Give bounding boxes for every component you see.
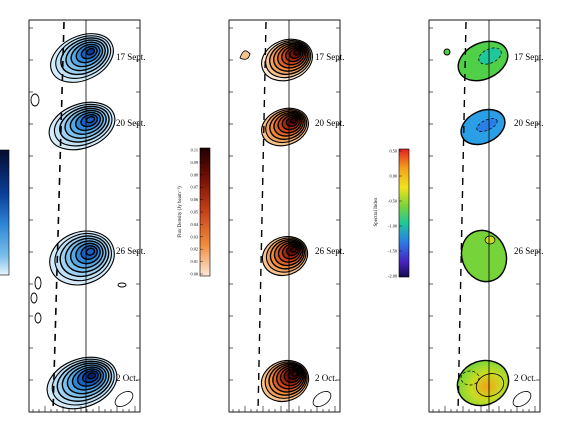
epoch-label: 20 Sept. <box>315 118 345 128</box>
panel-blue-contours: 17 Sept. 20 Sept. 26 Sept. 2 Oct. <box>28 19 146 413</box>
panel-frame <box>428 19 541 413</box>
source-contour <box>85 116 96 124</box>
noise-contour <box>34 312 42 324</box>
colorbar-spectral: 0.50 0.00 -0.50 -1.00 -1.50 -2.00 Spectral In… <box>374 149 410 279</box>
colorbar-tick-label: 0.11 <box>191 148 198 153</box>
source-contour <box>85 47 96 56</box>
panel-frame <box>28 19 141 413</box>
colorbar-tick-label: 0.00 <box>190 272 198 277</box>
spectral-region <box>443 48 451 56</box>
source-contour <box>289 246 297 253</box>
epoch-label: 17 Sept. <box>315 52 345 62</box>
colorbar-tick-label: 0.09 <box>190 160 198 165</box>
epoch-label: 2 Oct. <box>315 373 337 383</box>
noise-contour <box>117 282 127 288</box>
colorbar-tick-label: 0.04 <box>190 222 198 227</box>
spectral-region <box>456 359 510 407</box>
source-contour <box>85 247 96 256</box>
colorbar-tick-label: -0.50 <box>388 199 397 204</box>
colorbar-tick-label: 0.05 <box>190 210 198 215</box>
colorbar-tick-label: 0.01 <box>190 259 198 264</box>
colorbar-tick-label: 0.06 <box>190 197 198 202</box>
epoch-label: 20 Sept. <box>514 118 544 128</box>
spectral-contour <box>475 373 505 397</box>
epoch-label: 26 Sept. <box>514 246 544 256</box>
colorbar-tick-label: 0.02 <box>190 247 198 252</box>
colorbar-title: Flux Density (Jy beam⁻¹) <box>177 186 183 238</box>
colorbar-tick-label: 0.08 <box>190 172 198 177</box>
panel-frame <box>228 19 341 413</box>
epoch-label: 26 Sept. <box>315 246 345 256</box>
colorbar-blue <box>0 149 10 276</box>
spectral-contour <box>484 235 496 245</box>
spectral-contour <box>460 370 480 386</box>
noise-contour <box>30 292 38 304</box>
colorbar-tick-label: -2.00 <box>388 274 397 279</box>
colorbar-tick-label: 0.07 <box>190 185 198 190</box>
panel-spectral-index: 17 Sept. 20 Sept. 26 Sept. 2 Oct. <box>428 19 544 413</box>
noise-contour <box>34 276 42 290</box>
colorbar-tick-label: 0.00 <box>389 174 397 179</box>
source-contour <box>87 372 97 380</box>
colorbar-tick-label: 0.03 <box>190 234 198 239</box>
panel-flux-density: 17 Sept. 20 Sept. 26 Sept. 2 Oct. <box>228 19 345 413</box>
colorbar-tick-label: 0.50 <box>389 149 397 154</box>
colorbar-title: Spectral Index <box>374 197 379 227</box>
beam-ellipse <box>312 391 332 407</box>
dashed-track-line <box>457 21 467 413</box>
noise-contour <box>30 93 40 107</box>
colorbar-tick-label: -1.50 <box>388 249 397 254</box>
source-contour <box>289 117 298 124</box>
colorbar-tick-label: -1.00 <box>388 224 397 229</box>
beam-ellipse <box>114 391 134 407</box>
source-contour <box>291 370 298 377</box>
colorbar-flux: 0.11 0.09 0.08 0.07 0.06 0.05 0.04 0.03 0.02 0.01… <box>177 148 211 277</box>
noise-contour <box>239 50 251 60</box>
epoch-label: 17 Sept. <box>514 52 544 62</box>
dashed-track-line <box>52 21 65 413</box>
epoch-label: 2 Oct. <box>116 373 138 383</box>
epoch-label: 2 Oct. <box>514 373 536 383</box>
epoch-label: 26 Sept. <box>116 246 146 256</box>
spectral-contour <box>478 47 502 65</box>
beam-ellipse <box>512 391 532 407</box>
spectral-region <box>460 229 508 283</box>
source-contour <box>293 49 301 56</box>
dashed-track-line <box>257 21 267 413</box>
epoch-label: 20 Sept. <box>116 118 146 128</box>
epoch-label: 17 Sept. <box>116 52 146 62</box>
